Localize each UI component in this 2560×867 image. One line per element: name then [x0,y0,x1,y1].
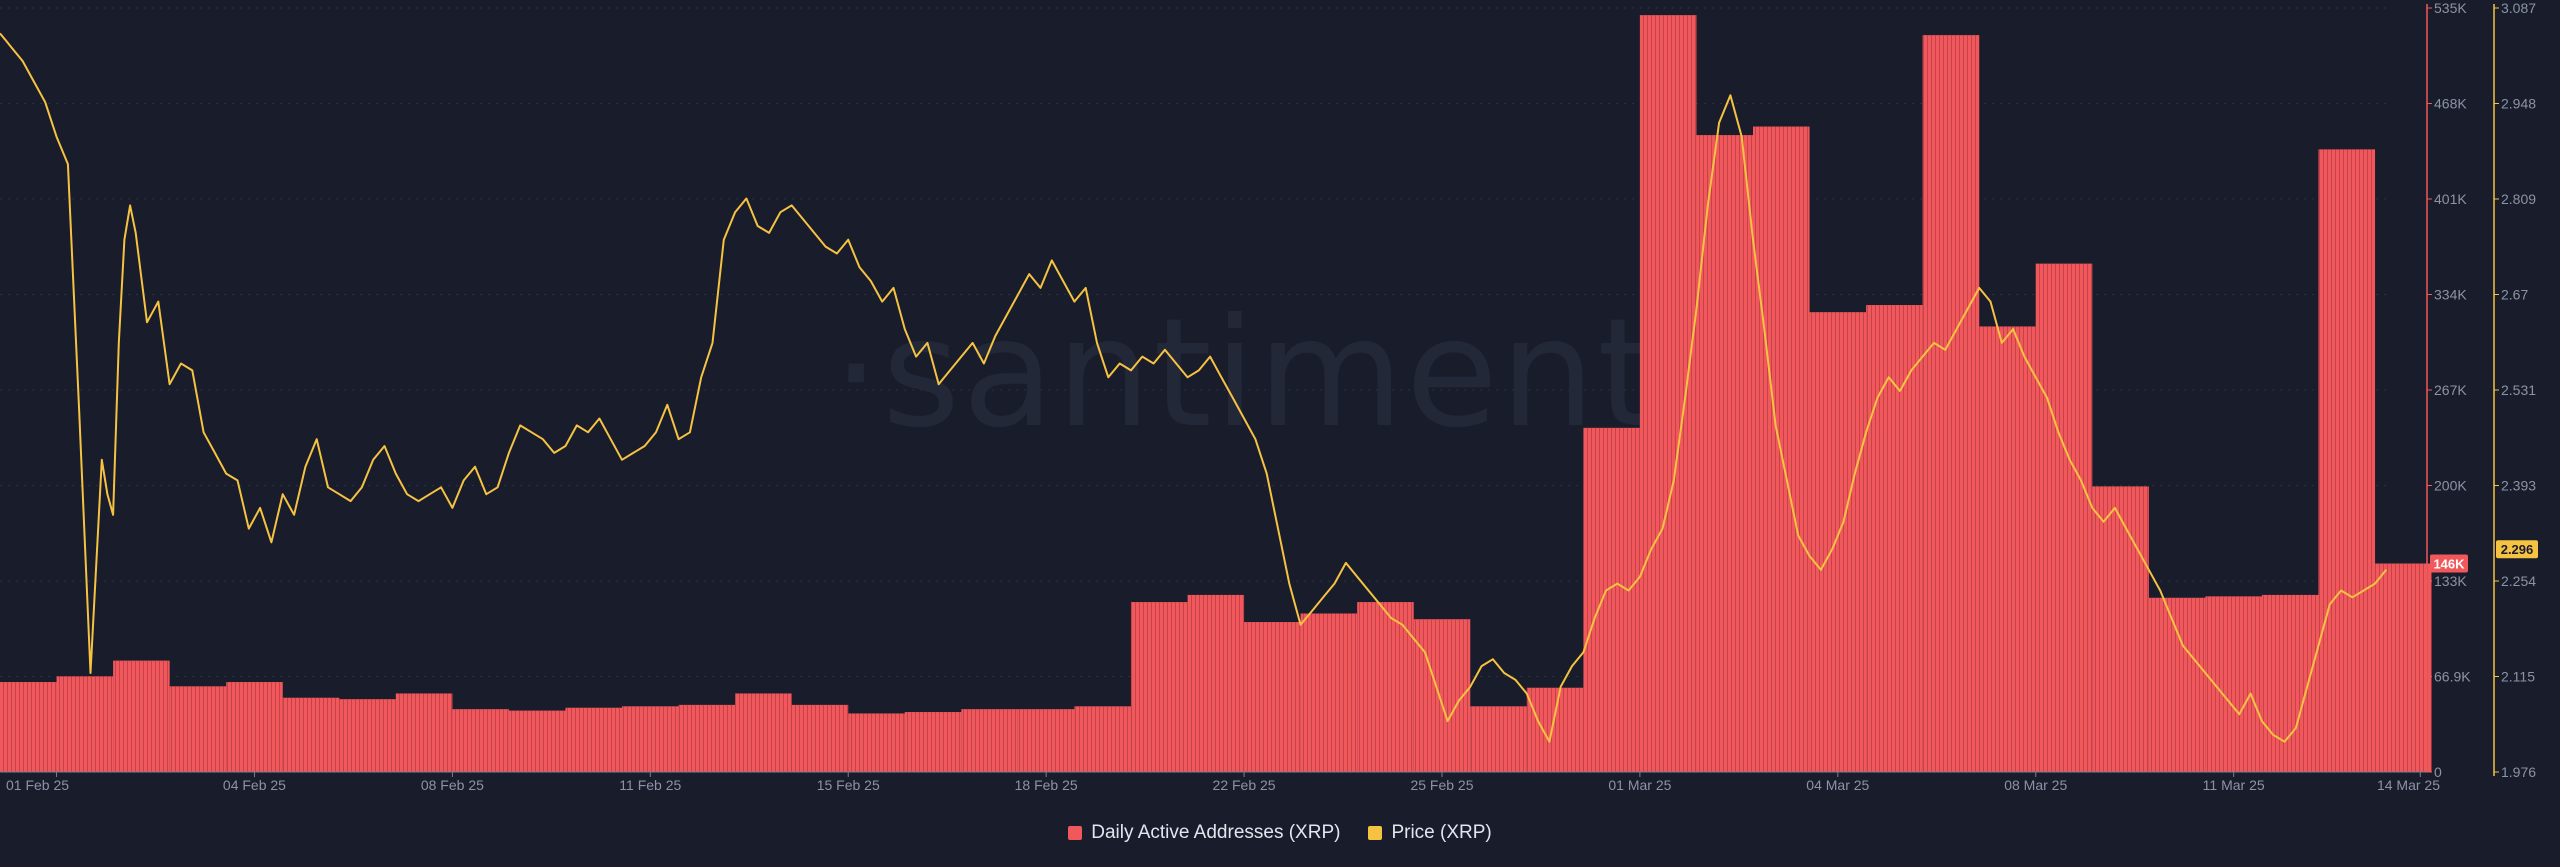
bar-texture [452,709,509,772]
x-tick-label: 08 Mar 25 [2004,777,2067,793]
right-axis-ticks: 3.087 2.948 2.809 2.67 2.531 2.393 2.254 2.115 1… [2494,0,2536,780]
bar-texture [791,704,849,772]
bar-texture [1130,602,1188,772]
bar-texture [1526,687,1584,772]
right-tick-label: 2.948 [2501,96,2536,112]
left-tick-label: 468K [2434,96,2467,112]
bar-texture [282,697,340,772]
right-tick-label: 2.393 [2501,478,2536,494]
bar-texture [1639,15,1697,772]
bar-texture [622,706,679,772]
left-last-value-text: 146K [2433,557,2465,572]
bar-texture [1866,305,1923,772]
x-tick-label: 18 Feb 25 [1015,777,1078,793]
bar-series [0,15,2432,773]
bar-texture [1696,135,1754,772]
left-tick-label: 334K [2434,287,2467,303]
bar-texture [1583,427,1640,772]
bar-texture [678,704,736,772]
x-tick-label: 01 Mar 25 [1608,777,1671,793]
bar-texture [2035,263,2093,772]
right-tick-label: 2.115 [2501,669,2535,685]
right-tick-label: 2.809 [2501,191,2536,207]
legend: Daily Active Addresses (XRP) Price (XRP) [0,822,2560,844]
bar-texture [565,707,623,772]
left-tick-label: 401K [2434,191,2467,207]
right-tick-label: 3.087 [2501,0,2536,16]
bar-texture [1357,602,1414,772]
left-axis-ticks: 535K 468K 401K 334K 267K 200K 133K 66.9K 0 [2427,0,2471,780]
x-tick-label: 11 Feb 25 [619,777,681,793]
right-tick-label: 2.254 [2501,573,2536,589]
bar-texture [508,710,566,772]
x-tick-label: 04 Mar 25 [1806,777,1869,793]
legend-label-active-addresses: Daily Active Addresses (XRP) [1091,822,1341,843]
legend-item-active-addresses[interactable]: Daily Active Addresses (XRP) [1068,822,1340,844]
x-axis-ticks: 01 Feb 25 04 Feb 25 08 Feb 25 11 Feb 25 15 F… [6,772,2440,793]
bar-texture [0,682,57,772]
right-tick-label: 1.976 [2501,764,2536,780]
bar-texture [2318,149,2376,772]
bar-texture [1074,706,1131,772]
bar-texture [904,712,962,772]
bar-texture [1017,709,1075,772]
x-tick-label: 15 Feb 25 [817,777,880,793]
left-last-value-badge [2430,554,2468,573]
watermark: ·santiment· [832,287,1707,461]
left-tick-label: 66.9K [2434,669,2471,685]
bar-texture [1413,619,1471,772]
x-tick-label: 08 Feb 25 [421,777,484,793]
right-last-value-text: 2.296 [2501,542,2534,557]
bar-texture [113,660,170,772]
right-tick-label: 2.67 [2501,287,2528,303]
bar-texture [395,693,453,772]
bar-texture [56,676,114,772]
bar-texture [2261,594,2319,772]
bar-texture [339,699,396,772]
bar-texture [2375,563,2432,772]
price-line [0,32,2388,743]
bar-texture [848,713,905,772]
bar-texture [961,709,1018,772]
bar-texture [1809,312,1867,772]
last-value-badges: 146K 2.296 [2430,540,2538,573]
bar-texture [1470,706,1527,772]
legend-item-price[interactable]: Price (XRP) [1368,822,1492,844]
right-tick-label: 2.531 [2501,382,2536,398]
x-tick-label: 04 Feb 25 [223,777,286,793]
bar-texture [2092,486,2149,772]
x-tick-label: 11 Mar 25 [2203,777,2265,793]
x-tick-label: 14 Mar 25 [2377,777,2440,793]
right-last-value-badge [2496,540,2538,559]
bar-texture [1244,622,1301,772]
x-tick-label: 01 Feb 25 [6,777,69,793]
bar-texture [1187,594,1245,772]
left-tick-label: 0 [2434,764,2442,780]
bar-texture [1300,613,1358,772]
bar-texture [1979,326,2036,772]
bar-texture [2148,597,2206,772]
bar-texture [1922,35,1980,773]
legend-swatch-active-addresses [1068,826,1083,840]
bar-texture [226,682,283,772]
left-tick-label: 200K [2434,478,2467,494]
left-tick-label: 267K [2434,382,2467,398]
bar-texture [735,693,792,772]
legend-label-price: Price (XRP) [1391,822,1492,843]
bar-texture [169,686,227,772]
x-tick-label: 22 Feb 25 [1213,777,1276,793]
legend-swatch-price [1368,826,1383,840]
left-tick-label: 535K [2434,0,2467,16]
x-tick-label: 25 Feb 25 [1410,777,1473,793]
left-tick-label: 133K [2434,573,2467,589]
